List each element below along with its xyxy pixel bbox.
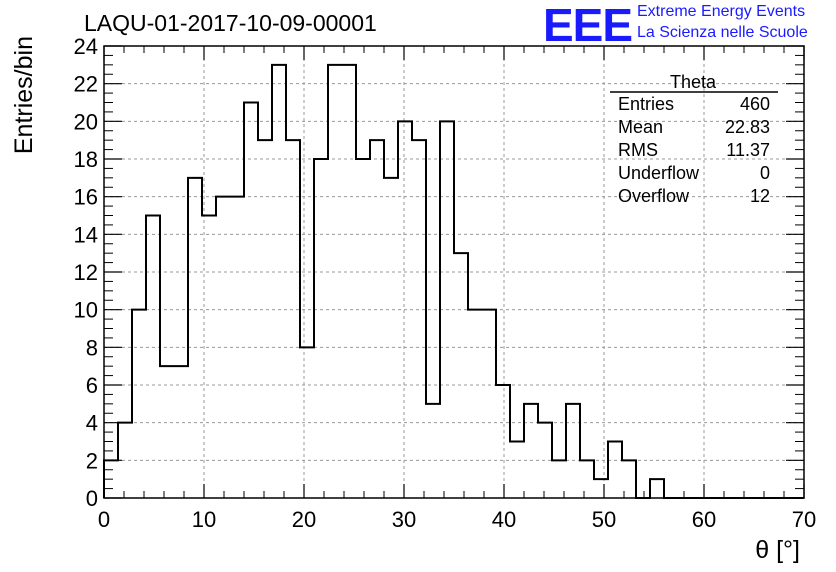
- x-tick-label: 20: [292, 507, 316, 532]
- y-axis-title: Entries/bin: [10, 36, 38, 154]
- histogram-step-line: [103, 63, 804, 499]
- stats-box: Theta Entries 460 Mean 22.83 RMS 11.37 Underfl…: [610, 72, 778, 206]
- stats-row-value: 11.37: [726, 140, 770, 160]
- x-tick-label: 10: [192, 507, 216, 532]
- x-tick-label: 40: [492, 507, 516, 532]
- x-tick-label: 70: [792, 507, 816, 532]
- stats-row-label: RMS: [618, 140, 658, 160]
- y-tick-label: 20: [74, 109, 98, 134]
- y-tick-label: 6: [86, 373, 98, 398]
- stats-row-value: 0: [760, 163, 770, 183]
- stats-row-value: 12: [750, 186, 770, 206]
- y-tick-label: 2: [86, 448, 98, 473]
- y-tick-label: 4: [86, 411, 98, 436]
- grid-lines: [104, 46, 804, 498]
- histogram-title: LAQU-01-2017-10-09-00001: [84, 10, 377, 36]
- y-tick-label: 24: [74, 34, 98, 59]
- x-axis-title: θ [°]: [755, 536, 800, 564]
- stats-row-label: Entries: [618, 94, 674, 114]
- y-tick-label: 18: [74, 147, 98, 172]
- y-tick-label: 10: [74, 298, 98, 323]
- y-tick-label: 16: [74, 185, 98, 210]
- stats-box-name: Theta: [670, 72, 717, 92]
- x-tick-label: 0: [98, 507, 110, 532]
- y-tick-label: 0: [86, 486, 98, 511]
- x-tick-label: 50: [592, 507, 616, 532]
- y-tick-label: 14: [74, 222, 98, 247]
- stats-row-value: 460: [740, 94, 770, 114]
- logo-tagline-2: La Scienza nelle Scuole: [637, 24, 808, 41]
- stats-row-label: Mean: [618, 117, 663, 137]
- x-tick-label: 30: [392, 507, 416, 532]
- eee-logo: EEE: [543, 0, 633, 51]
- axis-ticks: [103, 45, 805, 499]
- stats-row-label: Underflow: [618, 163, 700, 183]
- stats-row-value: 22.83: [725, 117, 770, 137]
- y-tick-label: 8: [86, 335, 98, 360]
- x-tick-label: 60: [692, 507, 716, 532]
- stats-row-label: Overflow: [618, 186, 690, 206]
- y-tick-label: 12: [74, 260, 98, 285]
- y-tick-label: 22: [74, 72, 98, 97]
- logo-tagline-1: Extreme Energy Events: [637, 3, 806, 20]
- x-tick-labels: 0 10 20 30 40 50 60 70: [98, 507, 816, 532]
